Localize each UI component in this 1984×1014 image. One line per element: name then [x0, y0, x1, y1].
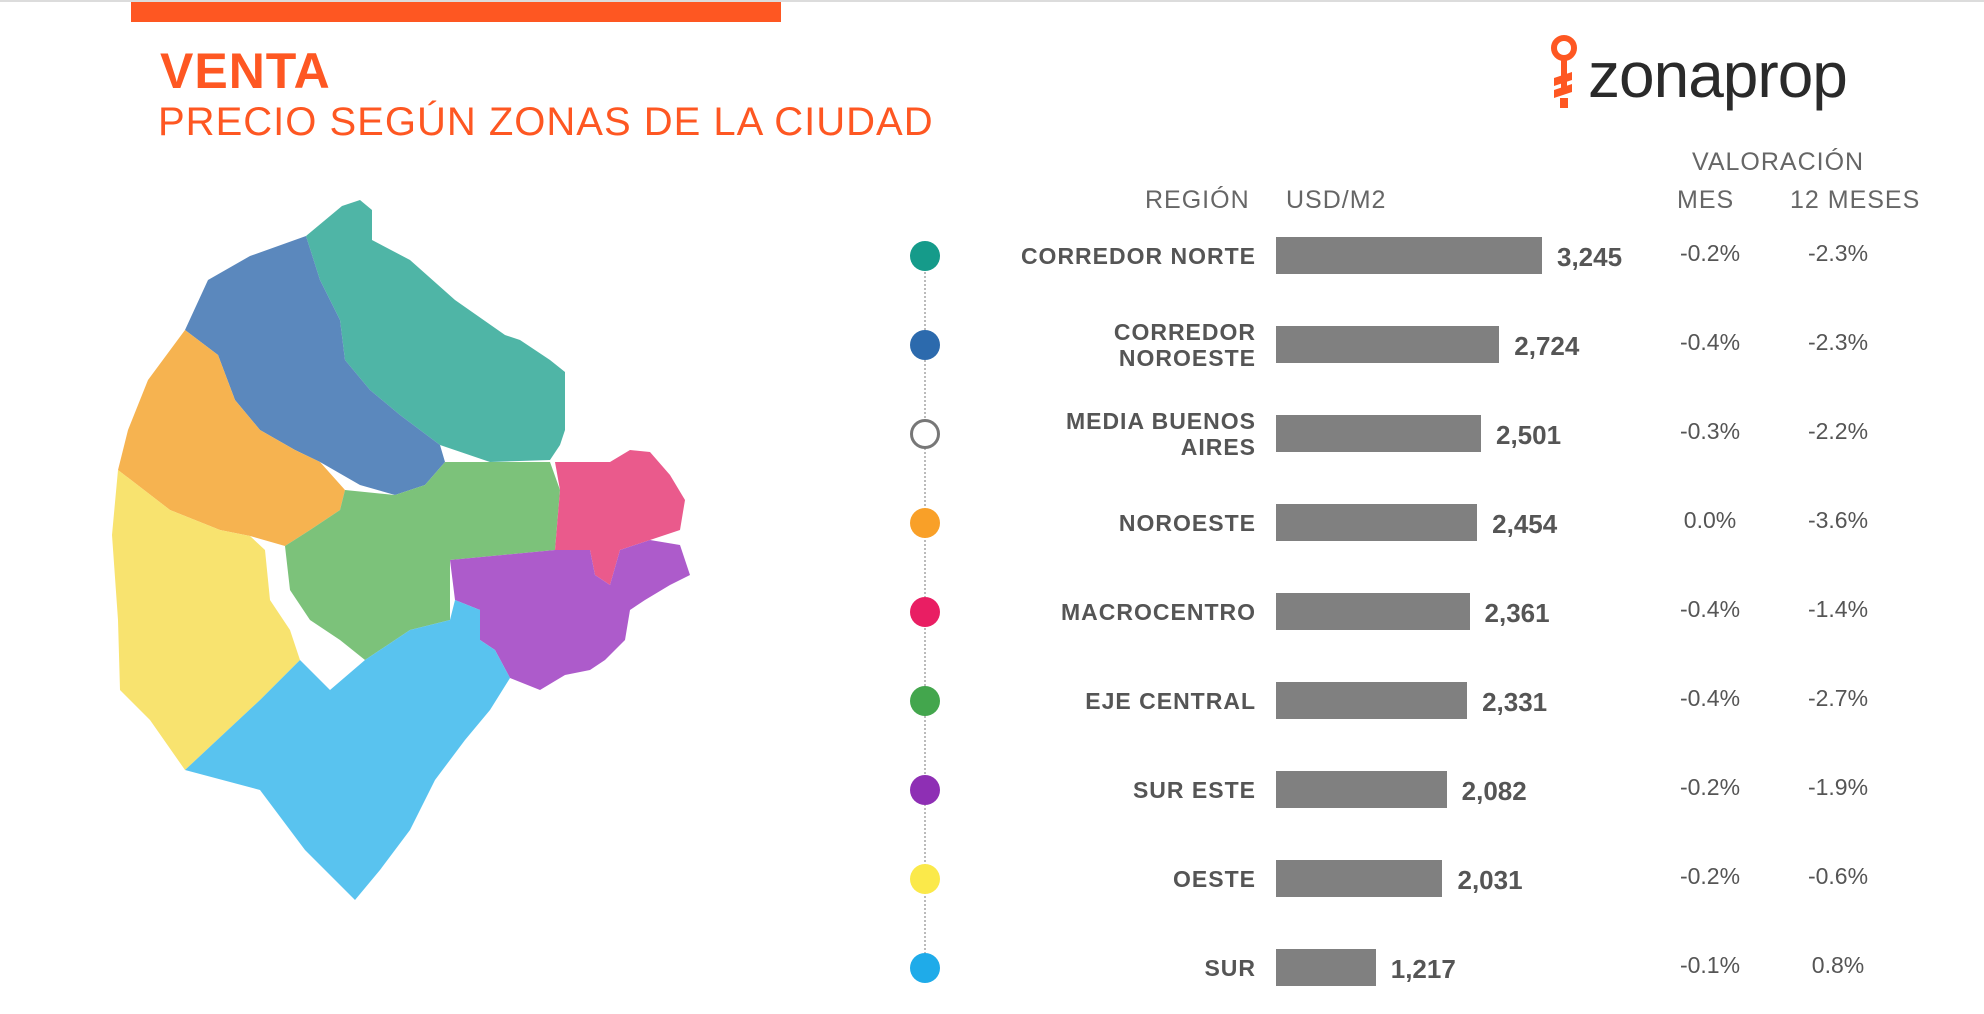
- header-usd-m2: USD/M2: [1286, 186, 1387, 214]
- header-region: REGIÓN: [1145, 186, 1250, 214]
- variation-12-months: -2.7%: [1807, 685, 1869, 711]
- price-bar: [1276, 504, 1478, 541]
- region-label: MEDIA BUENOS AIRES: [1065, 408, 1256, 460]
- price-value-label: 1,217: [1390, 954, 1456, 984]
- price-value-label: 2,724: [1514, 331, 1580, 361]
- price-value-label: 2,454: [1492, 509, 1558, 539]
- variation-12-months: -2.3%: [1807, 240, 1869, 266]
- price-bar: [1276, 415, 1481, 452]
- variation-month: -0.2%: [1679, 863, 1741, 889]
- zone-color-dot: [910, 864, 940, 894]
- map-zone-sur: [185, 600, 510, 900]
- zone-color-dot: [910, 953, 940, 983]
- variation-12-months: 0.8%: [1811, 952, 1865, 978]
- variation-month: -0.4%: [1679, 685, 1741, 711]
- region-label: SUR ESTE: [1132, 777, 1256, 803]
- variation-month: -0.2%: [1679, 774, 1741, 800]
- price-value-label: 2,031: [1457, 865, 1523, 895]
- variation-12-months: -2.3%: [1807, 329, 1869, 355]
- variation-month: -0.3%: [1679, 418, 1741, 444]
- logo-text: zonaprop: [1588, 39, 1848, 111]
- map-zone-corredor-noroeste: [185, 236, 445, 495]
- map-zone-sur-este: [450, 540, 690, 690]
- price-value-label: 2,501: [1496, 420, 1562, 450]
- region-label: CORREDOR NORTE: [1020, 243, 1256, 269]
- zone-color-dot: [910, 241, 940, 271]
- price-bar: [1276, 326, 1500, 363]
- price-value-label: 2,331: [1482, 687, 1548, 717]
- city-zones-map: [112, 200, 690, 900]
- price-bar: [1276, 682, 1468, 719]
- page-title: VENTA: [160, 43, 331, 99]
- price-value-label: 2,082: [1461, 776, 1527, 806]
- map-zone-eje-central: [285, 462, 560, 660]
- price-bar: [1276, 860, 1443, 897]
- map-zone-oeste: [112, 470, 300, 770]
- zone-color-dot: [910, 597, 940, 627]
- region-label: EJE CENTRAL: [1085, 688, 1256, 714]
- region-label: MACROCENTRO: [1061, 599, 1256, 625]
- top-divider: [0, 0, 1984, 2]
- zone-color-dot: [910, 419, 940, 449]
- variation-month: 0.0%: [1683, 507, 1737, 533]
- zone-color-dot: [910, 330, 940, 360]
- zone-color-dot: [910, 508, 940, 538]
- map-zone-noroeste: [118, 330, 345, 546]
- variation-month: -0.4%: [1679, 596, 1741, 622]
- variation-12-months: -1.4%: [1807, 596, 1869, 622]
- price-bar: [1276, 949, 1376, 986]
- page-subtitle: PRECIO SEGÚN ZONAS DE LA CIUDAD: [158, 100, 934, 144]
- region-label: NOROESTE: [1118, 510, 1256, 536]
- region-label: CORREDOR NOROESTE: [1113, 319, 1256, 371]
- zone-color-dot: [910, 775, 940, 805]
- zonaprop-logo: zonaprop: [1544, 34, 1924, 124]
- map-zone-macrocentro: [555, 450, 685, 585]
- map-zone-corredor-norte: [306, 200, 565, 462]
- price-value-label: 3,245: [1557, 242, 1623, 272]
- variation-12-months: -3.6%: [1807, 507, 1869, 533]
- region-label: SUR: [1204, 955, 1256, 981]
- header-mes: MES: [1677, 186, 1735, 214]
- variation-12-months: -2.2%: [1807, 418, 1869, 444]
- key-icon: [1551, 35, 1577, 108]
- accent-bar: [131, 2, 781, 22]
- price-value-label: 2,361: [1484, 598, 1550, 628]
- variation-month: -0.2%: [1679, 240, 1741, 266]
- variation-12-months: -0.6%: [1807, 863, 1869, 889]
- variation-month: -0.4%: [1679, 329, 1741, 355]
- zone-color-dot: [910, 686, 940, 716]
- price-bar: [1276, 593, 1470, 630]
- price-bar: [1276, 237, 1542, 274]
- header-valoracion: VALORACIÓN: [1692, 148, 1865, 176]
- variation-12-months: -1.9%: [1807, 774, 1869, 800]
- header-12-meses: 12 MESES: [1790, 186, 1921, 214]
- region-label: OESTE: [1173, 866, 1256, 892]
- variation-month: -0.1%: [1679, 952, 1741, 978]
- price-bar: [1276, 771, 1447, 808]
